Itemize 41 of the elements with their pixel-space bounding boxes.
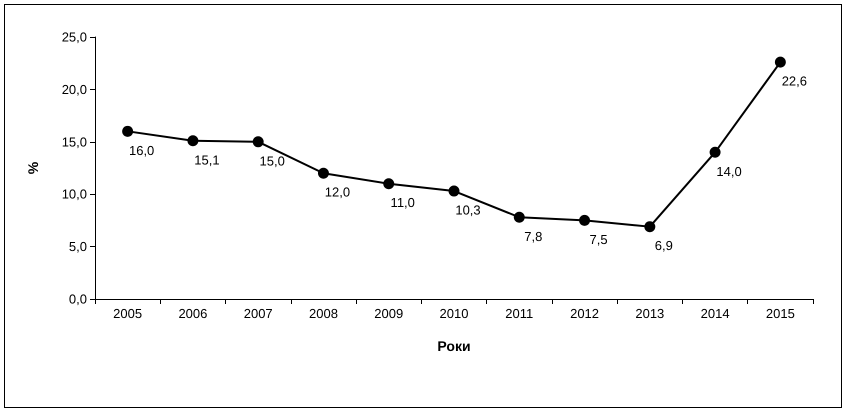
data-label: 14,0 xyxy=(716,164,742,179)
point xyxy=(383,178,394,190)
x-tick-label: 2007 xyxy=(244,306,273,321)
data-label: 15,1 xyxy=(194,152,220,168)
data-label: 7,8 xyxy=(524,228,542,244)
data-label: 15,0 xyxy=(260,153,285,168)
x-tick-label: 2014 xyxy=(700,306,730,321)
y-tick-label: 0,0 xyxy=(68,292,87,306)
data-label: 7,5 xyxy=(590,232,608,247)
data-label: 12,0 xyxy=(324,184,350,200)
y-tick-label: 20,0 xyxy=(62,82,87,97)
y-tick-label: 15,0 xyxy=(62,134,87,150)
x-tick-label: 2006 xyxy=(178,306,208,321)
x-tick-label: 2011 xyxy=(505,306,534,321)
y-tick-label: 10,0 xyxy=(62,186,87,202)
point xyxy=(579,214,590,226)
data-label: 10,3 xyxy=(455,202,481,218)
point xyxy=(448,186,460,197)
y-tick-label: 5,0 xyxy=(68,239,87,254)
y-tick-label: 25,0 xyxy=(62,30,87,44)
point xyxy=(644,221,656,232)
y-axis-title: % xyxy=(25,161,41,174)
point xyxy=(122,126,134,137)
x-tick-label: 2008 xyxy=(308,306,338,321)
x-tick-label: 2015 xyxy=(766,306,795,321)
data-label: 16,0 xyxy=(128,142,154,158)
x-tick-label: 2010 xyxy=(440,306,468,321)
point xyxy=(318,168,329,179)
data-label: 6,9 xyxy=(654,238,673,254)
point xyxy=(514,212,525,223)
x-tick-label: 2012 xyxy=(570,306,600,321)
x-tick-label: 2009 xyxy=(374,306,404,321)
data-label: 11,0 xyxy=(390,195,415,210)
point xyxy=(774,56,786,68)
point xyxy=(187,135,198,146)
point xyxy=(252,136,264,148)
data-label: 22,6 xyxy=(782,74,808,89)
x-tick-label: 2013 xyxy=(635,306,664,321)
point xyxy=(710,146,721,158)
x-axis-title: Роки xyxy=(437,338,471,354)
x-tick-label: 2005 xyxy=(113,306,142,321)
